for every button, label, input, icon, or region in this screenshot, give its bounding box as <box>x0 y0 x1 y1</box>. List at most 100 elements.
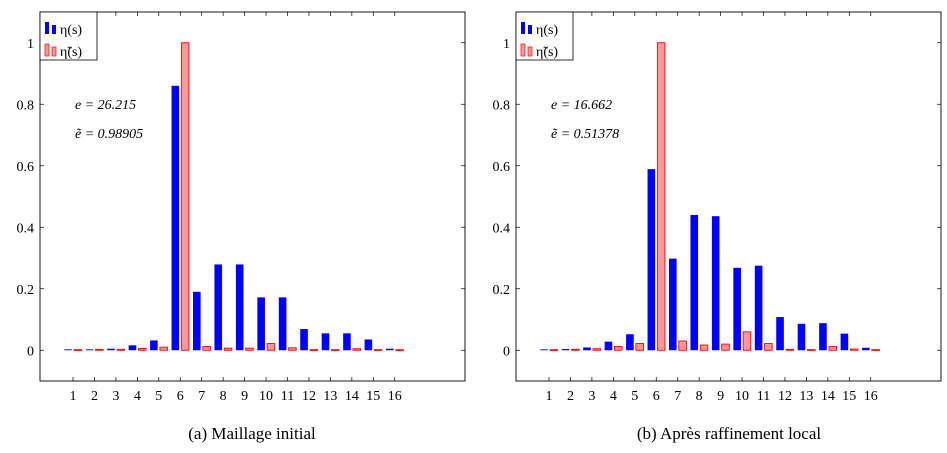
x-tick-label: 10 <box>259 389 273 404</box>
bar-2-12 <box>785 348 795 351</box>
bar-2-3 <box>116 348 126 351</box>
legend: η(s) η̃(s) <box>39 11 98 61</box>
legend-swatch <box>528 25 532 34</box>
legend-swatch <box>45 22 49 34</box>
legend-label: η̃(s) <box>60 45 82 60</box>
bar-1-14 <box>343 333 351 351</box>
bar-1-2 <box>85 349 94 351</box>
legend-swatch <box>44 43 50 57</box>
series-1 <box>64 85 394 351</box>
bar-1-11 <box>754 265 763 351</box>
bar-1-3 <box>107 348 115 351</box>
x-tick-label: 13 <box>323 389 337 404</box>
bar-2-15 <box>849 348 859 351</box>
bar-1-12 <box>300 329 308 351</box>
legend-swatch <box>521 22 525 34</box>
y-tick-label: 0.4 <box>17 221 35 236</box>
bar-2-1 <box>549 349 559 351</box>
bar-2-3 <box>592 348 602 351</box>
bar-2-10 <box>266 343 276 351</box>
panel-caption: (b) Après raffinement local <box>637 424 822 443</box>
bar-1-9 <box>235 264 244 351</box>
bar-1-6 <box>647 169 656 351</box>
bar-2-6 <box>180 42 190 351</box>
bar-1-14 <box>819 323 827 351</box>
bar-2-16 <box>395 349 404 351</box>
y-tick-label: 0.2 <box>493 283 511 298</box>
bar-2-15 <box>373 349 383 351</box>
x-tick-label: 8 <box>696 389 703 404</box>
x-tick-label: 5 <box>155 389 162 404</box>
annotation: ẽ = 0.51378 <box>551 127 619 142</box>
x-tick-label: 15 <box>366 389 380 404</box>
legend: η(s) η̃(s) <box>515 11 574 61</box>
bar-1-1 <box>64 349 72 351</box>
x-tick-label: 16 <box>388 389 402 404</box>
x-tick-label: 2 <box>567 389 574 404</box>
bar-1-15 <box>364 339 373 351</box>
bar-1-5 <box>626 334 634 351</box>
y-tick-label: 1 <box>503 37 510 52</box>
bar-1-11 <box>278 297 287 351</box>
bar-1-13 <box>321 333 330 351</box>
series-1 <box>540 169 870 351</box>
chart-panel-2: 00.20.40.60.811 2 3 4 5 6 7 8 9 10 11 12 13 14 15 16η(s… <box>493 11 942 443</box>
x-tick-label: 2 <box>91 389 98 404</box>
x-tick-label: 10 <box>735 389 749 404</box>
bar-2-6 <box>656 42 666 351</box>
bar-2-12 <box>309 349 319 351</box>
x-tick-label: 8 <box>220 389 227 404</box>
bar-2-11 <box>288 347 297 351</box>
x-tick-label: 12 <box>302 389 316 404</box>
bar-1-16 <box>862 347 870 351</box>
x-tick-label: 13 <box>799 389 813 404</box>
bar-2-7 <box>202 346 211 351</box>
bar-2-11 <box>764 343 773 351</box>
annotation: e = 16.662 <box>551 98 612 113</box>
bar-2-14 <box>352 348 362 351</box>
x-tick-label: 11 <box>281 389 294 404</box>
legend-swatch <box>527 46 533 57</box>
chart-panel-1: 00.20.40.60.811 2 3 4 5 6 7 8 9 10 11 12 13 14 15 16η(s… <box>17 11 466 443</box>
y-tick-label: 0 <box>503 344 510 359</box>
x-tick-label: 15 <box>842 389 856 404</box>
bar-1-2 <box>561 349 570 351</box>
bar-2-5 <box>635 343 644 351</box>
bar-1-7 <box>193 291 201 351</box>
x-tick-label: 4 <box>134 389 141 404</box>
x-tick-label: 3 <box>112 389 119 404</box>
bar-1-1 <box>540 349 548 351</box>
bar-2-2 <box>571 348 580 351</box>
annotation: ẽ = 0.98905 <box>75 127 143 142</box>
x-tick-label: 1 <box>546 389 553 404</box>
legend-box <box>39 11 98 61</box>
legend-label: η(s) <box>60 23 82 38</box>
bar-2-13 <box>807 349 816 351</box>
x-tick-label: 6 <box>177 389 184 404</box>
bar-1-5 <box>150 340 158 351</box>
x-tick-label: 6 <box>653 389 660 404</box>
x-tick-label: 16 <box>864 389 878 404</box>
bar-1-4 <box>128 345 137 351</box>
x-tick-label: 14 <box>345 389 359 404</box>
bar-1-3 <box>583 347 591 351</box>
bar-2-2 <box>95 348 104 351</box>
bar-1-10 <box>257 297 265 351</box>
bar-1-16 <box>386 348 394 351</box>
x-tick-label: 12 <box>778 389 792 404</box>
bar-2-13 <box>331 349 340 351</box>
bar-1-13 <box>797 323 806 351</box>
y-tick-label: 0.6 <box>493 160 511 175</box>
bar-2-7 <box>678 340 687 351</box>
y-tick-label: 0.8 <box>17 98 35 113</box>
series-2 <box>73 42 404 351</box>
x-tick-label: 11 <box>757 389 770 404</box>
x-tick-label: 5 <box>631 389 638 404</box>
bar-1-10 <box>733 267 741 351</box>
x-tick-label: 1 <box>70 389 77 404</box>
bar-1-4 <box>604 341 613 351</box>
bar-1-12 <box>776 317 784 351</box>
x-tick-label: 7 <box>674 389 681 404</box>
bar-1-8 <box>690 214 699 351</box>
